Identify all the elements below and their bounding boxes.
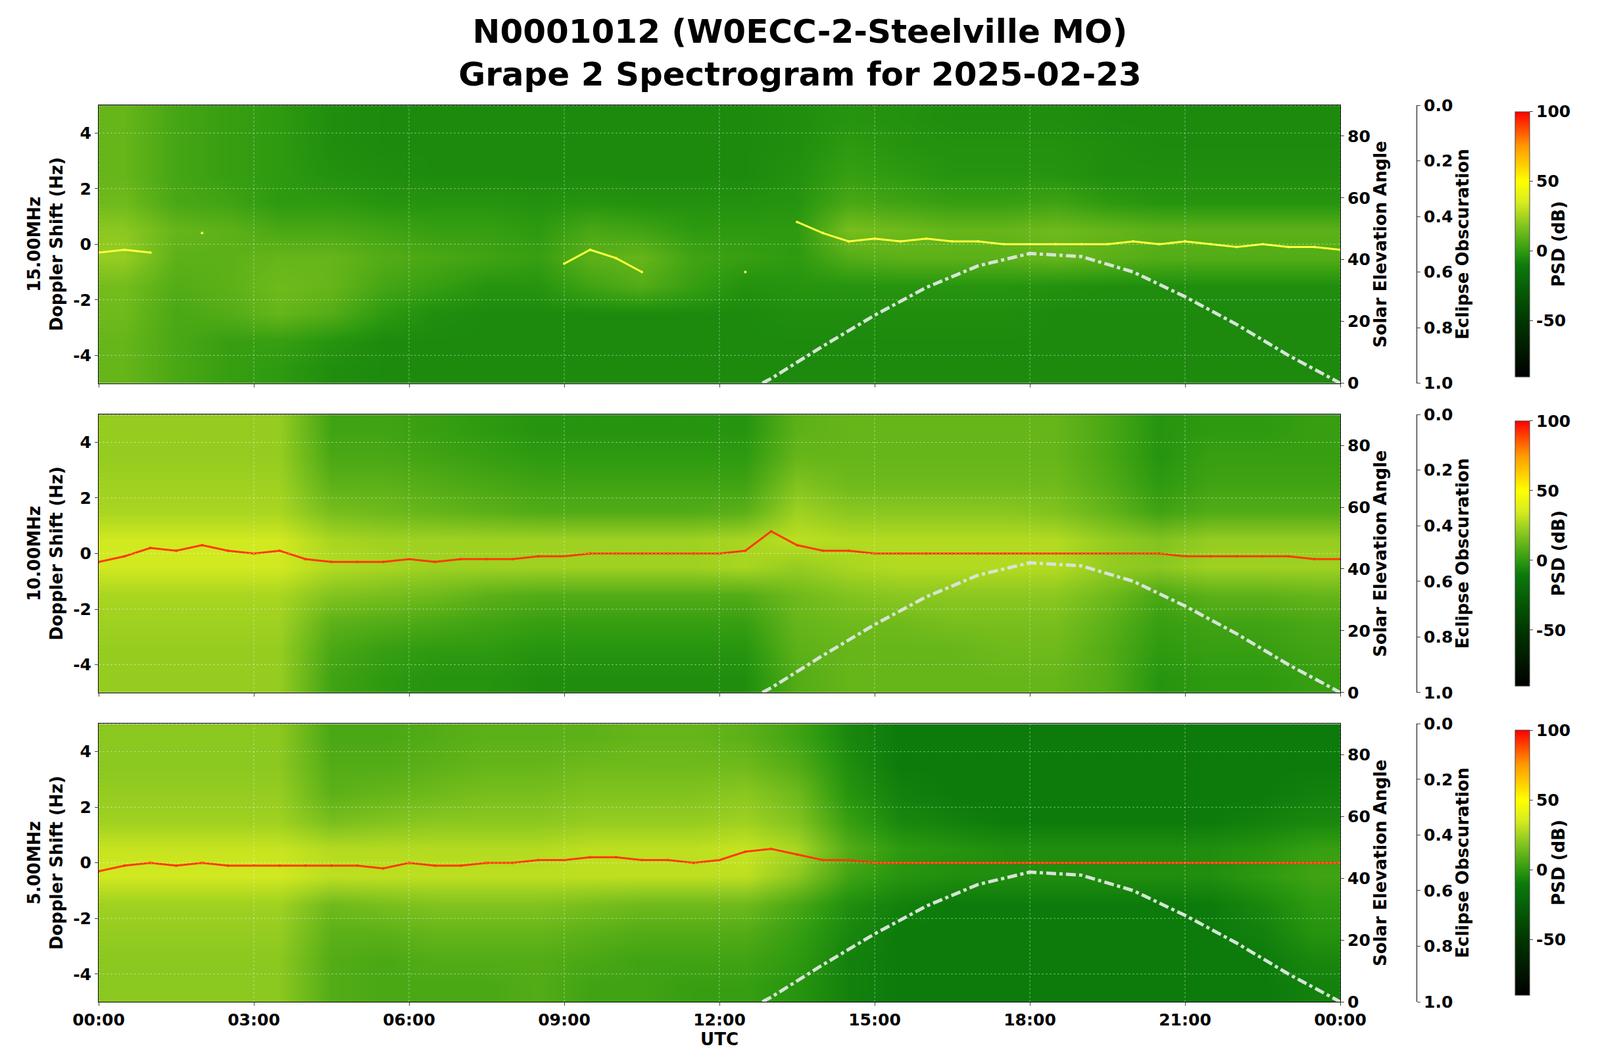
svg-text:N0001012 (W0ECC-2-Steelville M: N0001012 (W0ECC-2-Steelville MO)Grape 2 … — [458, 12, 1142, 94]
svg-text:-2: -2 — [72, 908, 92, 928]
svg-text:0.4: 0.4 — [1423, 516, 1453, 536]
svg-text:0.2: 0.2 — [1423, 770, 1453, 790]
svg-text:0: 0 — [1347, 683, 1359, 703]
svg-text:4: 4 — [80, 741, 92, 761]
svg-text:40: 40 — [1347, 249, 1371, 269]
svg-text:60: 60 — [1347, 497, 1371, 517]
svg-text:0: 0 — [80, 852, 92, 873]
svg-text:4: 4 — [80, 123, 92, 143]
svg-text:0.0: 0.0 — [1423, 96, 1453, 116]
svg-text:21:00: 21:00 — [1158, 1010, 1212, 1030]
svg-text:-50: -50 — [1536, 311, 1566, 331]
svg-text:100: 100 — [1536, 411, 1571, 431]
svg-text:80: 80 — [1347, 745, 1371, 765]
svg-text:00:00: 00:00 — [1313, 1010, 1367, 1030]
svg-text:0.4: 0.4 — [1423, 825, 1453, 845]
svg-text:2: 2 — [80, 488, 92, 508]
svg-text:18:00: 18:00 — [1003, 1010, 1057, 1030]
svg-text:Eclipse Obscuration: Eclipse Obscuration — [1452, 148, 1473, 340]
svg-text:PSD (dB): PSD (dB) — [1548, 510, 1569, 597]
svg-text:0.2: 0.2 — [1423, 460, 1453, 480]
svg-text:0.6: 0.6 — [1423, 262, 1453, 282]
svg-text:03:00: 03:00 — [227, 1010, 281, 1030]
svg-text:Solar Elevation Angle: Solar Elevation Angle — [1370, 140, 1391, 348]
svg-text:-4: -4 — [72, 964, 92, 984]
svg-text:0.8: 0.8 — [1423, 936, 1453, 956]
svg-text:50: 50 — [1536, 790, 1560, 810]
svg-text:Solar Elevation Angle: Solar Elevation Angle — [1370, 759, 1391, 967]
svg-text:0: 0 — [80, 234, 92, 254]
svg-text:0: 0 — [80, 543, 92, 563]
svg-text:06:00: 06:00 — [382, 1010, 436, 1030]
svg-text:15.00MHzDoppler Shift (Hz): 15.00MHzDoppler Shift (Hz) — [24, 157, 67, 332]
svg-text:60: 60 — [1347, 806, 1371, 826]
svg-text:100: 100 — [1536, 720, 1571, 740]
svg-text:PSD (dB): PSD (dB) — [1548, 819, 1569, 906]
svg-text:-50: -50 — [1536, 620, 1566, 640]
svg-text:40: 40 — [1347, 868, 1371, 888]
svg-text:0.8: 0.8 — [1423, 318, 1453, 338]
svg-text:12:00: 12:00 — [693, 1010, 746, 1030]
svg-text:-2: -2 — [72, 599, 92, 619]
svg-text:PSD (dB): PSD (dB) — [1548, 201, 1569, 288]
svg-text:0.6: 0.6 — [1423, 572, 1453, 592]
svg-text:Solar Elevation Angle: Solar Elevation Angle — [1370, 449, 1391, 657]
svg-text:1.0: 1.0 — [1423, 683, 1453, 703]
svg-text:40: 40 — [1347, 559, 1371, 579]
svg-text:0.0: 0.0 — [1423, 405, 1453, 425]
svg-text:-4: -4 — [72, 654, 92, 675]
svg-text:0: 0 — [1347, 373, 1359, 393]
svg-text:50: 50 — [1536, 171, 1560, 191]
svg-text:0: 0 — [1347, 992, 1359, 1012]
svg-text:10.00MHzDoppler Shift (Hz): 10.00MHzDoppler Shift (Hz) — [24, 466, 67, 641]
svg-text:4: 4 — [80, 432, 92, 452]
svg-text:2: 2 — [80, 179, 92, 199]
svg-text:50: 50 — [1536, 481, 1560, 501]
svg-text:80: 80 — [1347, 436, 1371, 456]
svg-text:5.00MHzDoppler Shift (Hz): 5.00MHzDoppler Shift (Hz) — [24, 775, 67, 950]
svg-text:0.6: 0.6 — [1423, 881, 1453, 901]
svg-text:100: 100 — [1536, 101, 1571, 122]
svg-text:80: 80 — [1347, 126, 1371, 146]
svg-text:Eclipse Obscuration: Eclipse Obscuration — [1452, 458, 1473, 650]
svg-text:-4: -4 — [72, 345, 92, 365]
svg-text:0: 0 — [1536, 551, 1548, 571]
svg-text:Eclipse Obscuration: Eclipse Obscuration — [1452, 767, 1473, 959]
svg-text:-50: -50 — [1536, 929, 1566, 949]
svg-text:0: 0 — [1536, 860, 1548, 880]
svg-text:UTC: UTC — [700, 1029, 739, 1049]
svg-text:2: 2 — [80, 797, 92, 817]
svg-text:0: 0 — [1536, 241, 1548, 261]
svg-text:1.0: 1.0 — [1423, 373, 1453, 393]
svg-text:20: 20 — [1347, 621, 1371, 641]
svg-text:0.2: 0.2 — [1423, 151, 1453, 171]
svg-text:09:00: 09:00 — [537, 1010, 591, 1030]
svg-text:00:00: 00:00 — [72, 1010, 125, 1030]
svg-text:20: 20 — [1347, 311, 1371, 331]
svg-text:15:00: 15:00 — [848, 1010, 901, 1030]
svg-text:0.0: 0.0 — [1423, 714, 1453, 734]
svg-text:20: 20 — [1347, 930, 1371, 950]
svg-text:60: 60 — [1347, 188, 1371, 208]
svg-text:0.4: 0.4 — [1423, 207, 1453, 227]
svg-text:1.0: 1.0 — [1423, 992, 1453, 1012]
svg-text:-2: -2 — [72, 290, 92, 310]
svg-text:0.8: 0.8 — [1423, 627, 1453, 647]
